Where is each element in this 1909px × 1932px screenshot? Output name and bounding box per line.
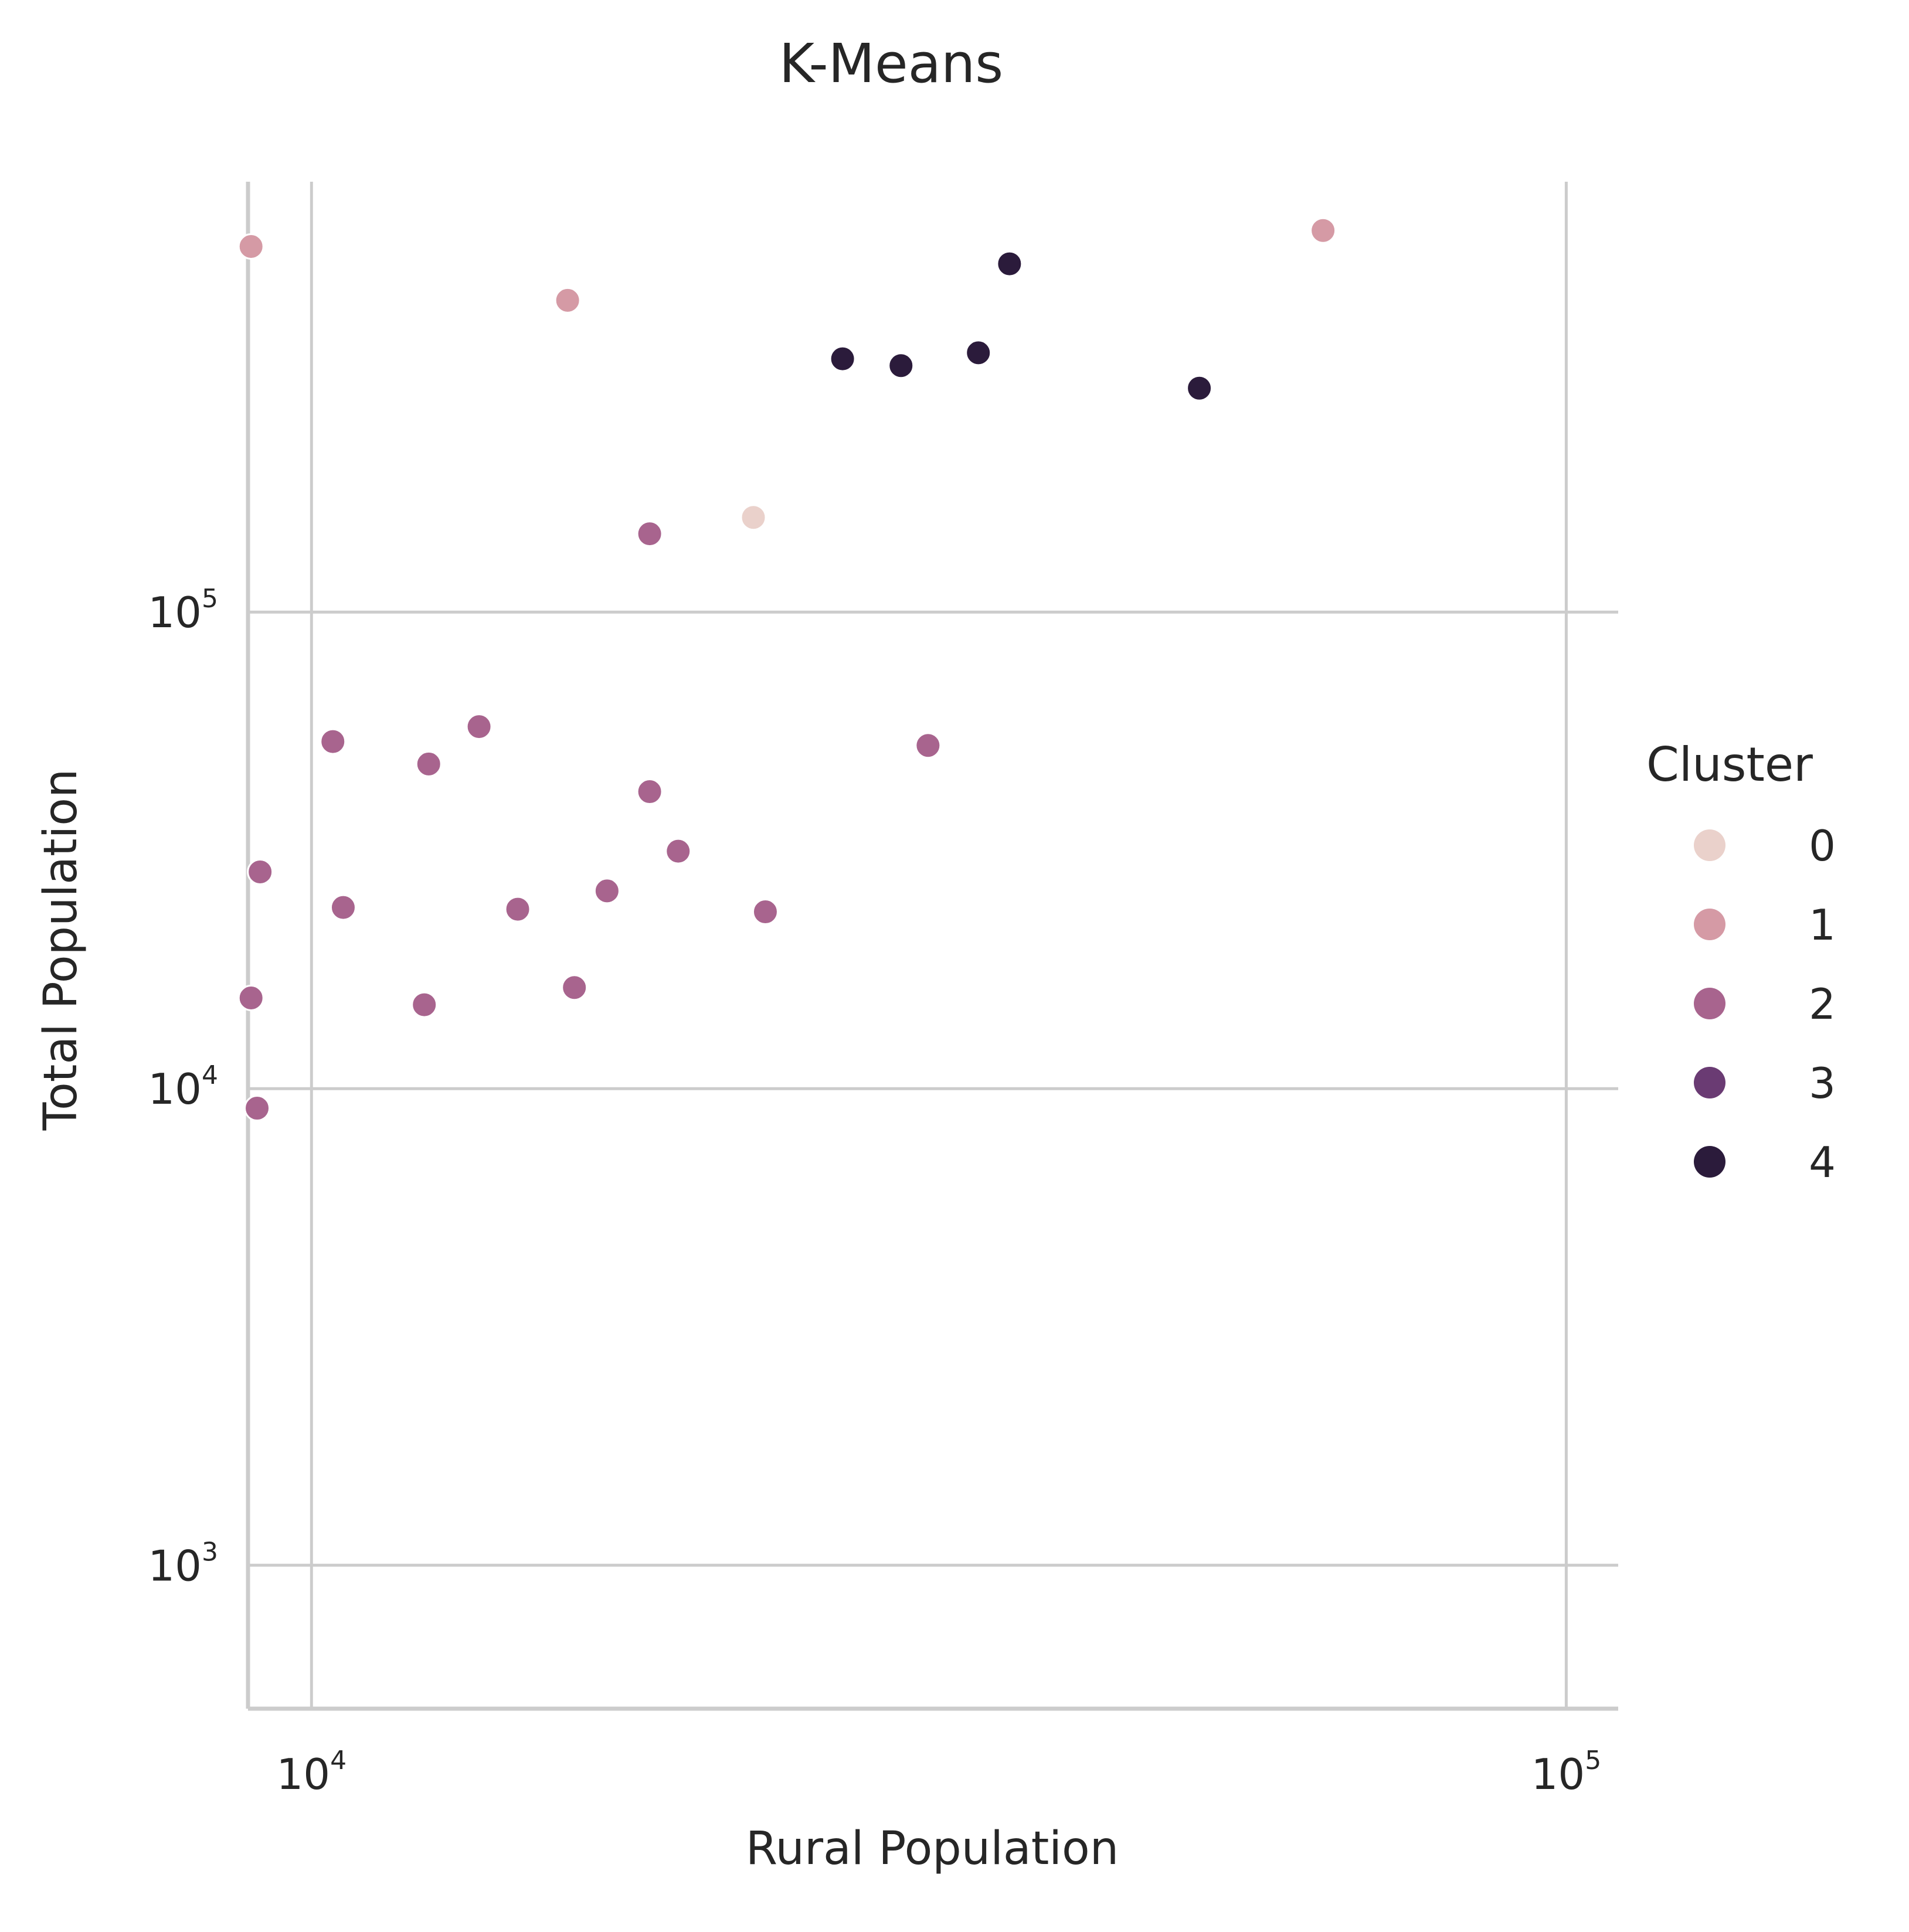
data-point-cluster-4 <box>996 250 1023 277</box>
data-point-cluster-4 <box>829 345 856 372</box>
data-point-cluster-2 <box>415 750 442 777</box>
data-point-cluster-2 <box>593 877 620 904</box>
legend-label: 0 <box>1809 821 1836 870</box>
data-point-cluster-1 <box>1310 217 1337 244</box>
legend-label: 1 <box>1809 900 1836 950</box>
data-point-cluster-2 <box>504 896 531 923</box>
chart-title: K-Means <box>779 32 1003 95</box>
legend-label: 2 <box>1809 979 1836 1029</box>
legend-title: Cluster <box>1646 737 1813 792</box>
data-point-cluster-4 <box>888 352 915 379</box>
y-tick-label: 104 <box>148 1060 218 1114</box>
data-point-cluster-2 <box>752 899 779 926</box>
legend: Cluster 0 1 2 3 4 <box>1646 737 1836 1187</box>
axes-spines <box>246 182 1618 1711</box>
data-point-cluster-0 <box>740 504 767 531</box>
legend-marker <box>1694 1067 1725 1098</box>
legend-marker <box>1694 988 1725 1019</box>
data-point-cluster-2 <box>636 521 663 547</box>
data-point-cluster-4 <box>965 339 992 366</box>
data-point-cluster-2 <box>320 728 347 755</box>
x-tick-label: 105 <box>1531 1746 1602 1799</box>
data-point-cluster-2 <box>411 991 438 1018</box>
legend-label: 4 <box>1809 1138 1836 1187</box>
data-point-cluster-2 <box>561 974 588 1001</box>
data-point-cluster-2 <box>244 1095 271 1122</box>
legend-marker <box>1694 1146 1725 1178</box>
data-point-cluster-2 <box>247 858 274 885</box>
x-axis-label: Rural Population <box>746 1822 1119 1875</box>
data-point-cluster-2 <box>237 984 264 1011</box>
legend-label: 3 <box>1809 1059 1836 1108</box>
y-axis-label: Total Population <box>35 769 87 1131</box>
x-tick-label: 104 <box>276 1746 347 1799</box>
data-point-cluster-1 <box>554 287 581 314</box>
data-point-cluster-2 <box>466 713 492 740</box>
legend-marker <box>1694 909 1725 940</box>
data-point-cluster-2 <box>665 838 692 865</box>
data-point-cluster-2 <box>330 894 356 921</box>
data-point-cluster-4 <box>1186 375 1213 402</box>
data-point-cluster-1 <box>237 233 264 260</box>
y-tick-label: 103 <box>148 1537 218 1590</box>
data-point-cluster-2 <box>636 778 663 805</box>
legend-marker <box>1694 829 1725 861</box>
data-point-cluster-2 <box>915 732 942 759</box>
grid-layer <box>248 182 1618 1709</box>
data-points <box>237 217 1337 1122</box>
y-tick-label: 105 <box>148 584 218 637</box>
tick-labels: 104 105 103 104 105 <box>148 584 1601 1799</box>
